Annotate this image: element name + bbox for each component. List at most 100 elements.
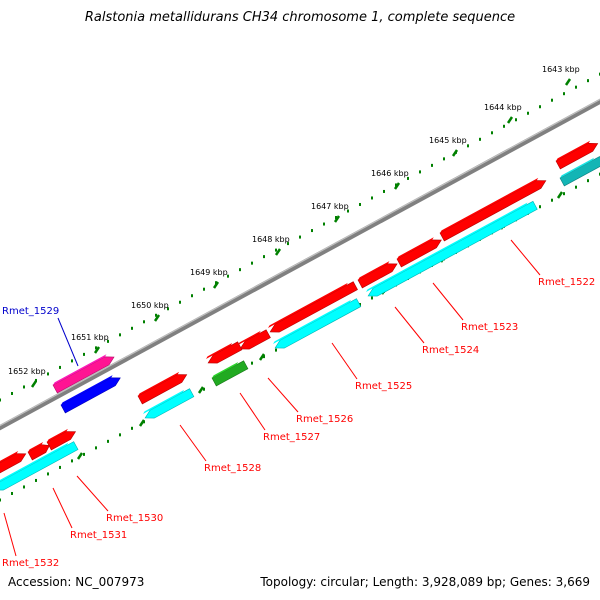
- cds-rmet-1525: [269, 281, 358, 333]
- outer-minor-tick: [0, 398, 1, 402]
- outer-minor-tick: [71, 359, 73, 363]
- outer-minor-tick: [275, 248, 277, 252]
- feature-green: [211, 360, 249, 387]
- inner-minor-tick: [35, 478, 37, 482]
- outer-minor-tick: [215, 281, 217, 285]
- inner-minor-tick: [131, 426, 133, 430]
- major-tick: [333, 215, 341, 223]
- outer-minor-tick: [143, 320, 145, 324]
- cds-rmet-1522-rev: [367, 200, 538, 297]
- rna-rmet-1529-pink: [52, 356, 115, 394]
- cds-rmet-1521-rev: [559, 156, 600, 187]
- outer-minor-tick: [263, 255, 265, 259]
- outer-minor-tick: [527, 111, 529, 115]
- cds-rmet-1526: [239, 329, 271, 350]
- outer-minor-tick: [383, 189, 385, 193]
- inner-minor-tick: [587, 179, 589, 183]
- outer-minor-tick: [83, 352, 85, 356]
- major-tick: [153, 314, 161, 322]
- gene-label: Rmet_1531: [70, 530, 127, 541]
- inner-minor-tick: [359, 302, 361, 306]
- major-tick: [212, 281, 220, 289]
- major-tick: [393, 182, 401, 190]
- outer-minor-tick: [107, 339, 109, 343]
- outer-minor-tick: [575, 85, 577, 89]
- outer-minor-tick: [59, 365, 61, 369]
- outer-minor-tick: [347, 209, 349, 213]
- major-tick: [274, 248, 282, 256]
- cds-rmet-1524-rev-bevel: [273, 299, 352, 344]
- rna-rmet-1529-blue: [60, 377, 121, 414]
- gene-label: Rmet_1532: [2, 558, 59, 569]
- rna-rmet-1529-pink-bevel: [53, 354, 107, 385]
- major-tick: [506, 116, 514, 124]
- gene-label: Rmet_1526: [296, 414, 353, 425]
- outer-minor-tick: [95, 346, 97, 350]
- feature-green-bevel: [212, 362, 239, 378]
- tick-label: 1647 kbp: [311, 202, 349, 211]
- tick-label: 1644 kbp: [484, 103, 522, 112]
- outer-minor-tick: [179, 300, 181, 304]
- gene-label: Rmet_1524: [422, 345, 479, 356]
- gene-callout-line: [331, 342, 358, 380]
- outer-minor-tick: [131, 326, 133, 330]
- gene-callout-line: [432, 282, 464, 321]
- major-tick: [30, 380, 38, 388]
- gene-label: Rmet_1527: [263, 432, 320, 443]
- inner-minor-tick: [71, 459, 73, 463]
- outer-minor-tick: [35, 378, 37, 382]
- outer-minor-tick: [551, 98, 553, 102]
- gene-label: Rmet_1522: [538, 277, 595, 288]
- outer-minor-tick: [359, 202, 361, 206]
- cds-rmet-1521-bevel: [556, 140, 591, 161]
- map-title: Ralstonia metallidurans CH34 chromosome …: [84, 10, 516, 25]
- cds-rmet-1521-rev-bevel: [560, 157, 595, 178]
- cds-rmet-1532-bevel: [0, 451, 19, 463]
- cds-rmet-1528-rev-bevel: [143, 389, 185, 414]
- outer-minor-tick: [503, 124, 505, 128]
- inner-minor-tick: [11, 491, 13, 495]
- outer-minor-tick: [11, 391, 13, 395]
- cds-rmet-1524-rev: [274, 298, 362, 349]
- gene-callout-line: [52, 487, 73, 529]
- inner-major-tick: [556, 191, 564, 199]
- outer-minor-tick: [443, 157, 445, 161]
- cds-rmet-1524-bevel: [358, 261, 390, 280]
- cds-rmet-1531-rev-bevel: [0, 442, 69, 482]
- inner-major-tick: [197, 386, 205, 394]
- outer-minor-tick: [371, 196, 373, 200]
- cds-rmet-1523-bevel: [397, 237, 434, 259]
- gene-callout-line: [57, 317, 79, 367]
- inner-minor-tick: [575, 185, 577, 189]
- inner-minor-tick: [59, 465, 61, 469]
- outer-minor-tick: [311, 229, 313, 233]
- gene-callout-line: [510, 239, 541, 276]
- outer-minor-tick: [479, 137, 481, 141]
- gene-callout-line: [179, 424, 207, 462]
- outer-minor-tick: [539, 105, 541, 109]
- cds-rmet-1527: [207, 341, 243, 364]
- outer-minor-tick: [395, 183, 397, 187]
- cds-rmet-1524: [357, 263, 398, 289]
- outer-minor-tick: [419, 170, 421, 174]
- cds-rmet-1530-bevel: [47, 428, 68, 442]
- gene-label: Rmet_1528: [204, 463, 261, 474]
- cds-rmet-1521: [555, 143, 599, 170]
- outer-minor-tick: [431, 163, 433, 167]
- tick-label: 1650 kbp: [131, 301, 169, 310]
- cds-rmet-1531: [27, 444, 50, 461]
- inner-minor-tick: [107, 439, 109, 443]
- sequence-summary: Topology: circular; Length: 3,928,089 bp…: [260, 575, 590, 589]
- outer-minor-tick: [299, 235, 301, 239]
- outer-minor-tick: [155, 313, 157, 317]
- cds-rmet-1522: [439, 180, 547, 242]
- inner-minor-tick: [83, 452, 85, 456]
- cds-rmet-1522-rev-bevel: [366, 202, 528, 292]
- outer-minor-tick: [203, 287, 205, 291]
- cds-rmet-1528-rev: [144, 388, 195, 419]
- inner-minor-tick: [0, 498, 1, 502]
- outer-minor-tick: [587, 79, 589, 83]
- cds-rmet-1531-bevel: [28, 442, 44, 452]
- major-tick: [564, 78, 572, 86]
